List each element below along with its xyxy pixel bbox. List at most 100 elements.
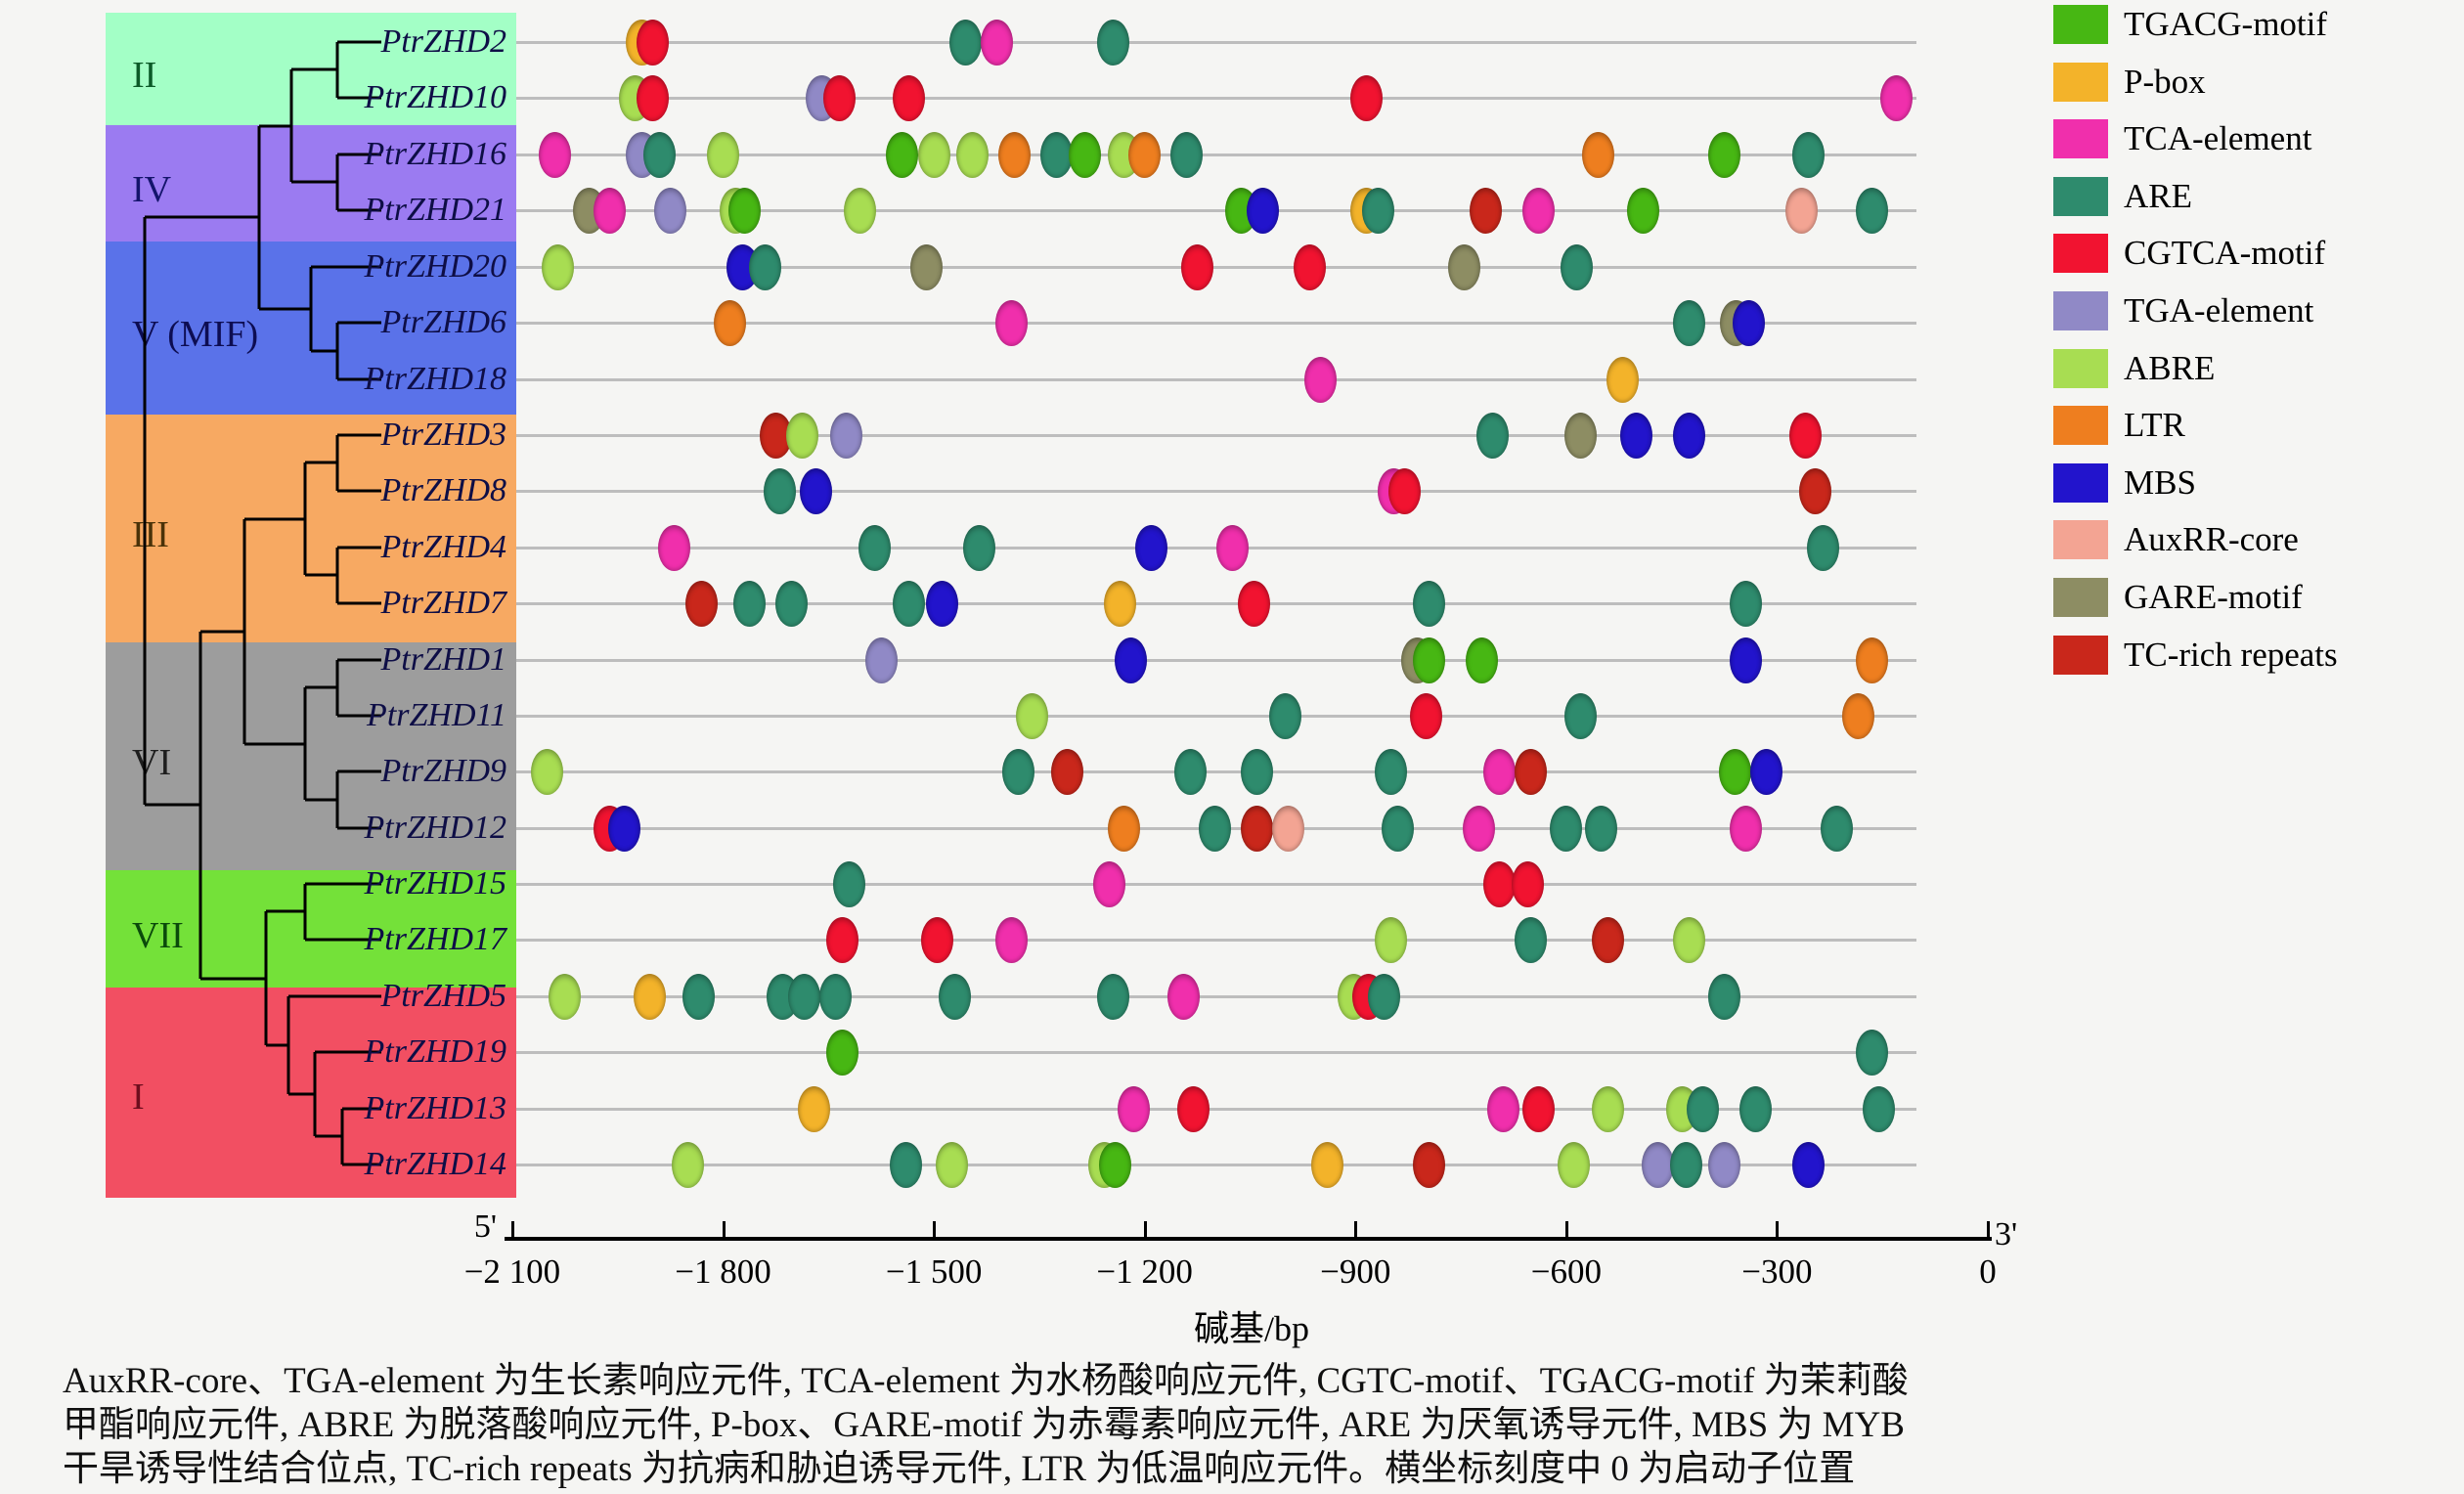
gene-label-PtrZHD8: PtrZHD8	[380, 472, 506, 508]
motif-ABRE	[1016, 692, 1049, 739]
motif-LTR	[998, 131, 1032, 178]
motif-CGTCA-motif	[826, 916, 859, 963]
motif-TGACG-motif	[1708, 131, 1741, 178]
motif-TCA-element	[1093, 860, 1126, 907]
legend-label: ARE	[2124, 176, 2192, 215]
motif-P-box	[1311, 1141, 1344, 1188]
gene-label-PtrZHD7: PtrZHD7	[380, 585, 506, 621]
motif-CGTCA-motif	[637, 19, 670, 66]
motif-ARE	[1821, 805, 1853, 852]
gene-label-PtrZHD5: PtrZHD5	[380, 978, 506, 1014]
motif-P-box	[633, 973, 666, 1020]
x-tick	[1354, 1221, 1358, 1237]
motif-ARE	[1170, 131, 1204, 178]
x-tick-label: −1 500	[885, 1252, 983, 1291]
motif-ABRE	[542, 243, 575, 290]
group-box-III	[106, 415, 516, 642]
motif-ARE	[1367, 973, 1400, 1020]
motif-ARE	[963, 524, 996, 571]
motif-LTR	[714, 299, 747, 346]
x-tick	[1143, 1221, 1147, 1237]
legend-label: GARE-motif	[2124, 578, 2303, 616]
motif-TCA-element	[1880, 74, 1914, 121]
motif-MBS	[1729, 637, 1762, 683]
group-label: V (MIF)	[132, 314, 259, 355]
motif-TCA-element	[538, 131, 571, 178]
caption-line-2: 甲酯响应元件, ABRE 为脱落酸响应元件, P-box、GARE-motif …	[63, 1405, 1905, 1445]
gene-label-PtrZHD20: PtrZHD20	[364, 248, 506, 285]
motif-ARE	[1550, 805, 1583, 852]
legend-label: MBS	[2124, 462, 2196, 502]
motif-ABRE	[672, 1141, 705, 1188]
motif-CGTCA-motif	[1349, 74, 1383, 121]
caption-line-1: AuxRR-core、TGA-element 为生长素响应元件, TCA-ele…	[63, 1361, 1909, 1401]
motif-MBS	[1750, 748, 1783, 795]
motif-ABRE	[935, 1141, 968, 1188]
motif-TCA-element	[1521, 187, 1555, 234]
group-box-VI	[106, 642, 516, 870]
group-label: IV	[132, 169, 172, 210]
gene-label-PtrZHD3: PtrZHD3	[380, 417, 506, 453]
motif-CGTCA-motif	[1511, 860, 1544, 907]
motif-CGTCA-motif	[1237, 580, 1270, 627]
gene-row-line	[516, 995, 1916, 998]
motif-ABRE	[1673, 916, 1706, 963]
gene-row-line	[516, 154, 1916, 156]
gene-label-PtrZHD18: PtrZHD18	[364, 361, 506, 397]
motif-CGTCA-motif	[637, 74, 670, 121]
legend-swatch-MBS	[2053, 462, 2108, 503]
motif-ARE	[948, 19, 982, 66]
motif-TGACG-motif	[1413, 637, 1446, 683]
motif-ARE	[1708, 973, 1741, 1020]
x-tick	[510, 1221, 514, 1237]
motif-TCA-element	[1486, 1085, 1519, 1132]
x-tick-label: −600	[1530, 1252, 1602, 1291]
gene-label-PtrZHD2: PtrZHD2	[380, 23, 506, 60]
motif-ARE	[1096, 19, 1129, 66]
gene-label-PtrZHD21: PtrZHD21	[364, 192, 506, 228]
motif-ARE	[1585, 805, 1618, 852]
motif-ARE	[1241, 748, 1274, 795]
group-label: I	[132, 1077, 145, 1118]
motif-MBS	[608, 805, 641, 852]
legend-swatch-ABRE	[2053, 348, 2108, 388]
motif-ARE	[1806, 524, 1839, 571]
legend-swatch-GARE-motif	[2053, 578, 2108, 617]
gene-row-line	[516, 1108, 1916, 1111]
motif-TGACG-motif	[1466, 637, 1499, 683]
gene-label-PtrZHD12: PtrZHD12	[364, 810, 506, 846]
motif-LTR	[1128, 131, 1162, 178]
motif-ARE	[1413, 580, 1446, 627]
motif-ABRE	[531, 748, 564, 795]
motif-ARE	[1374, 748, 1407, 795]
legend-swatch-TCA-element	[2053, 119, 2108, 159]
group-label: VI	[132, 742, 172, 783]
group-label: II	[132, 55, 157, 96]
motif-MBS	[1620, 412, 1653, 459]
motif-TC-rich repeats	[685, 580, 719, 627]
motif-ARE	[1381, 805, 1414, 852]
gene-row-line	[516, 1164, 1916, 1166]
gene-label-PtrZHD19: PtrZHD19	[364, 1033, 506, 1070]
motif-ABRE	[549, 973, 582, 1020]
legend-label: AuxRR-core	[2124, 520, 2299, 559]
motif-ABRE	[1557, 1141, 1590, 1188]
motif-ARE	[1515, 916, 1548, 963]
motif-TGACG-motif	[1069, 131, 1102, 178]
motif-ARE	[1687, 1085, 1720, 1132]
motif-AuxRR-core	[1272, 805, 1305, 852]
motif-ARE	[833, 860, 866, 907]
motif-ABRE	[844, 187, 877, 234]
motif-TGACG-motif	[826, 1029, 859, 1076]
motif-ABRE	[707, 131, 740, 178]
motif-TC-rich repeats	[1413, 1141, 1446, 1188]
motif-TCA-element	[1166, 973, 1200, 1020]
motif-CGTCA-motif	[893, 74, 926, 121]
motif-TGACG-motif	[1098, 1141, 1131, 1188]
gene-label-PtrZHD4: PtrZHD4	[380, 529, 506, 565]
x-tick-label: −1 200	[1096, 1252, 1193, 1291]
motif-ARE	[749, 243, 782, 290]
x-tick-label: −1 800	[675, 1252, 771, 1291]
legend-label: TC-rich repeats	[2124, 635, 2338, 674]
motif-ARE	[1361, 187, 1394, 234]
